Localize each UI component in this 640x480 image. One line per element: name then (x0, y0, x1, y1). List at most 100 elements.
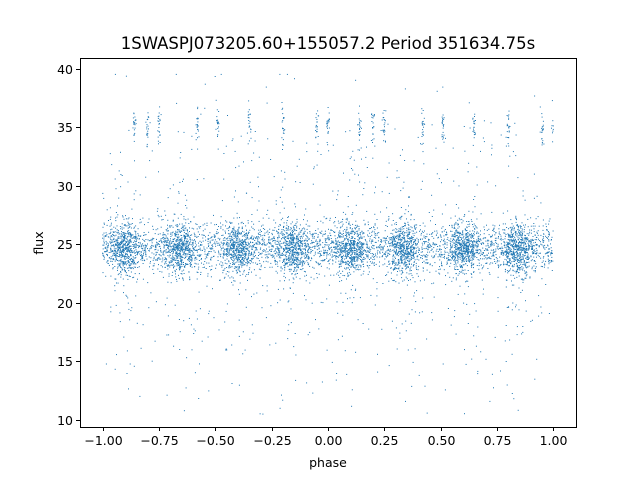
data-point (103, 240, 105, 242)
data-point (247, 279, 248, 281)
data-point (378, 247, 380, 249)
data-point (115, 220, 117, 222)
data-point (230, 247, 232, 249)
data-point (183, 218, 185, 220)
data-point (337, 237, 338, 239)
data-point (488, 234, 490, 236)
data-point (527, 238, 529, 240)
data-point (141, 257, 142, 259)
data-point (462, 240, 464, 242)
data-point (283, 254, 285, 256)
data-point (179, 250, 181, 252)
data-point (246, 235, 248, 237)
data-point (363, 232, 365, 234)
data-point (174, 238, 176, 240)
data-point (363, 270, 365, 272)
data-point (205, 236, 206, 238)
data-point (297, 238, 299, 240)
data-point (435, 253, 437, 255)
data-point (411, 259, 412, 261)
data-point (222, 229, 224, 231)
data-point (223, 277, 225, 279)
data-point (118, 273, 120, 275)
data-point (220, 261, 222, 263)
data-point (275, 243, 277, 245)
data-point (303, 253, 305, 255)
data-point (237, 258, 239, 260)
data-point (468, 241, 470, 243)
data-point (179, 246, 181, 248)
data-point (225, 253, 227, 255)
data-point (458, 247, 460, 249)
data-point (453, 224, 455, 226)
data-point (395, 235, 397, 237)
data-point (261, 235, 263, 237)
data-point (174, 255, 176, 256)
data-point (461, 260, 463, 262)
data-point (180, 239, 182, 240)
data-point (540, 243, 542, 245)
data-point (127, 250, 129, 252)
data-point (121, 235, 123, 237)
data-point (126, 253, 128, 255)
data-point (179, 231, 181, 233)
data-point (450, 217, 452, 219)
data-point (299, 233, 301, 235)
data-point (242, 257, 244, 259)
data-point (299, 224, 301, 226)
data-point (451, 227, 453, 229)
data-point (124, 252, 126, 254)
data-point (477, 237, 479, 239)
data-point (128, 217, 130, 219)
data-point (276, 246, 278, 248)
data-point (365, 254, 367, 255)
data-point (156, 251, 158, 253)
data-point (171, 232, 173, 234)
data-point (165, 229, 167, 231)
data-point (295, 263, 297, 265)
data-point (551, 251, 553, 253)
data-point (541, 261, 543, 263)
data-point (108, 252, 110, 253)
data-point (117, 256, 119, 257)
data-point (120, 241, 122, 243)
data-point (373, 256, 375, 258)
data-point (329, 219, 331, 221)
data-point (283, 288, 285, 290)
data-point (262, 250, 264, 252)
data-point (153, 258, 155, 260)
data-point (243, 235, 245, 237)
data-point (124, 256, 126, 258)
data-point (264, 235, 266, 237)
data-point (455, 240, 457, 242)
data-point (446, 234, 448, 236)
data-point (457, 223, 459, 225)
data-point (244, 250, 246, 252)
data-point (182, 225, 184, 227)
data-point (232, 240, 234, 241)
data-point (288, 233, 290, 235)
data-point (551, 239, 552, 240)
data-point (210, 259, 212, 260)
data-point (393, 261, 395, 263)
data-point (208, 244, 210, 246)
data-point (403, 252, 405, 254)
data-point (291, 230, 293, 232)
data-point (291, 263, 293, 265)
data-point (264, 232, 266, 234)
data-point (185, 243, 186, 245)
data-point (113, 259, 115, 261)
data-point (367, 224, 369, 226)
data-point (333, 242, 335, 244)
data-point (122, 245, 124, 247)
data-point (229, 239, 231, 241)
data-point (438, 248, 440, 250)
data-point (435, 270, 437, 272)
data-point (204, 249, 206, 251)
data-point (381, 255, 383, 257)
data-point (171, 275, 173, 276)
data-point (237, 272, 238, 274)
data-point (458, 239, 460, 241)
data-point (269, 243, 271, 244)
data-point (384, 238, 386, 240)
